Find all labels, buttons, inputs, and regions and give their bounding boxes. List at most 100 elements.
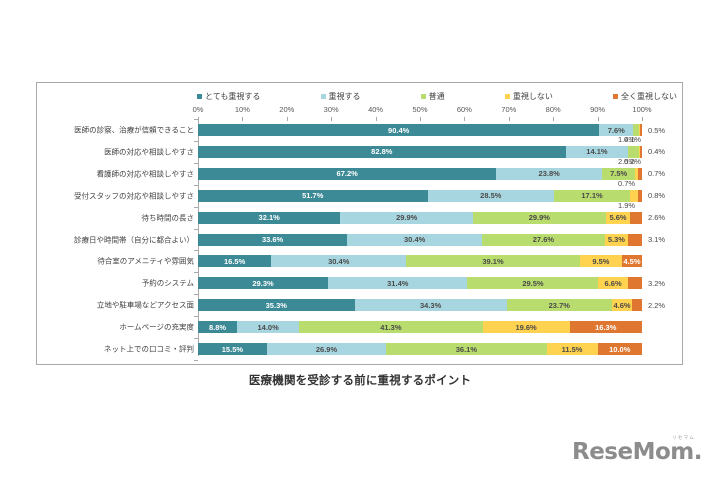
bar-value-label-outside: 3.2% [648,278,666,288]
bar-value-label: 9.5% [592,256,610,266]
bar-value-label-outside: 2.5% [618,156,636,166]
legend-item-3: 重視しない [504,91,553,101]
bar-value-label: 19.6% [515,322,537,332]
bar-value-label: 90.4% [388,125,410,135]
bar-value-label: 15.5% [221,344,244,354]
bar-segment [639,124,642,136]
chart-legend: とても重視する 重視する 普通 重視しない 全く重視しない [197,88,677,104]
bar-segment [632,299,642,312]
bar-value-label-outside: 0.1% [624,135,642,144]
bar-segment: 51.7% [198,189,428,202]
bar-value-label-outside: 2.6% [648,213,666,223]
bar-segment: 14.1% [565,145,629,158]
bar-segment: 7.6% [599,124,634,136]
x-tick-label: 30% [323,105,339,114]
resemom-logo: リセマム ReseMom. [572,435,703,465]
chart-frame: とても重視する 重視する 普通 重視しない 全く重視しない 0% 10% 20% 30% 40%… [36,82,683,365]
bar-segment: 67.2% [198,167,497,180]
x-tick-label: 40% [368,105,384,114]
x-tick-label: 70% [501,105,517,114]
legend-label: 全く重視しない [620,91,677,101]
bar-segment [638,167,642,180]
legend-label: とても重視する [205,91,261,101]
x-tick-label: 60% [456,105,472,114]
x-tick-mark [642,117,643,121]
x-tick-mark [420,117,421,121]
bar-segment: 28.5% [427,189,555,202]
category-label: 医師の診察、治療が信頼できること [74,125,194,135]
bar-segment: 34.3% [354,299,507,312]
x-tick-mark [331,117,333,121]
bar-value-label: 33.6% [261,235,284,244]
legend-label: 重視しない [512,91,553,101]
bar-row: 82.8% 14.1% [198,145,642,158]
bar-segment: 5.3% [604,233,629,246]
bar-value-label: 29.9% [396,213,418,223]
x-tick-label: 10% [234,105,250,114]
bar-value-label-outside: 0.7% [648,169,666,179]
bar-segment: 19.6% [482,321,570,334]
bar-segment: 7.5% [602,167,636,180]
bar-row: 15.5% 26.9% 36.1% 11.5% 10.0% [198,343,642,355]
bar-value-label: 14.1% [586,147,608,157]
bar-segment: 31.4% [328,277,468,290]
bar-segment: 23.8% [496,167,603,180]
bar-value-label: 6.6% [604,278,622,288]
bar-value-label: 16.3% [595,322,617,332]
bar-segment: 4.5% [621,255,642,268]
plot-area: 0% 10% 20% 30% 40% 50% 60% 70% 80% 90% 100% 医師の診察、… [37,105,682,364]
bar-value-label-outside: 3.1% [648,235,666,244]
bar-value-label-outside: 0.8% [648,191,666,201]
x-tick-mark [464,117,466,121]
y-tick-mark [194,206,198,208]
bar-value-label-outside: 0.5% [648,125,666,135]
category-label: 受付スタッフの対応や相談しやすさ [74,191,194,201]
legend-item-4: 全く重視しない [612,91,677,101]
category-label: 立地や駐車場などアクセス面 [96,300,194,310]
bar-value-label: 7.5% [610,169,628,179]
bar-segment [627,277,642,290]
bar-value-label: 8.8% [208,322,227,332]
bar-value-label: 34.3% [420,300,442,310]
bar-value-label: 26.9% [315,344,338,354]
bar-value-label: 5.6% [609,213,627,223]
bar-value-label: 31.4% [387,278,409,288]
bar-segment: 29.9% [473,211,606,224]
category-label: 医師の対応や相談しやすさ [104,147,194,157]
category-label: 予約のシステム [141,278,194,288]
bar-segment [639,145,641,158]
x-tick-label: 0% [192,105,204,114]
bar-row: 51.7% 28.5% 17.1% [198,189,642,202]
legend-swatch-icon [197,93,202,99]
bar-segment: 36.1% [386,343,547,355]
bar-value-label: 11.5% [561,344,583,354]
bar-segment: 29.5% [467,277,599,290]
legend-swatch-icon [320,93,326,99]
bar-value-label: 28.5% [480,191,502,201]
bar-value-label: 67.2% [336,169,358,179]
bar-value-label: 36.1% [455,344,478,354]
bar-value-label-outside: 0.4% [648,147,666,157]
logo-wordmark: ReseMom. [572,439,703,465]
legend-item-1: 重視する [320,92,361,101]
bar-value-label-outside: 1.4% [618,135,636,144]
y-tick-mark [194,338,198,340]
bar-segment [638,189,642,202]
bar-row: 29.3% 31.4% 29.5% 6.6% [198,277,642,290]
bar-segment: 15.5% [198,343,267,355]
bar-value-label: 35.3% [265,300,287,310]
bar-value-label: 17.1% [581,191,603,201]
bar-segment: 8.8% [198,321,238,334]
x-tick-label: 50% [412,105,428,114]
bar-segment: 17.1% [554,189,630,202]
legend-swatch-icon [612,93,618,99]
bar-segment: 32.1% [198,211,341,224]
category-label: 待ち時間の長さ [141,213,195,223]
bar-segment [635,167,639,180]
bar-segment: 29.9% [340,211,474,224]
bar-value-label: 41.3% [380,322,402,332]
x-tick-mark [508,117,510,121]
bar-value-label-outside: 0.2% [624,156,642,166]
bar-segment: 4.6% [611,299,633,312]
y-tick-mark [194,294,198,296]
